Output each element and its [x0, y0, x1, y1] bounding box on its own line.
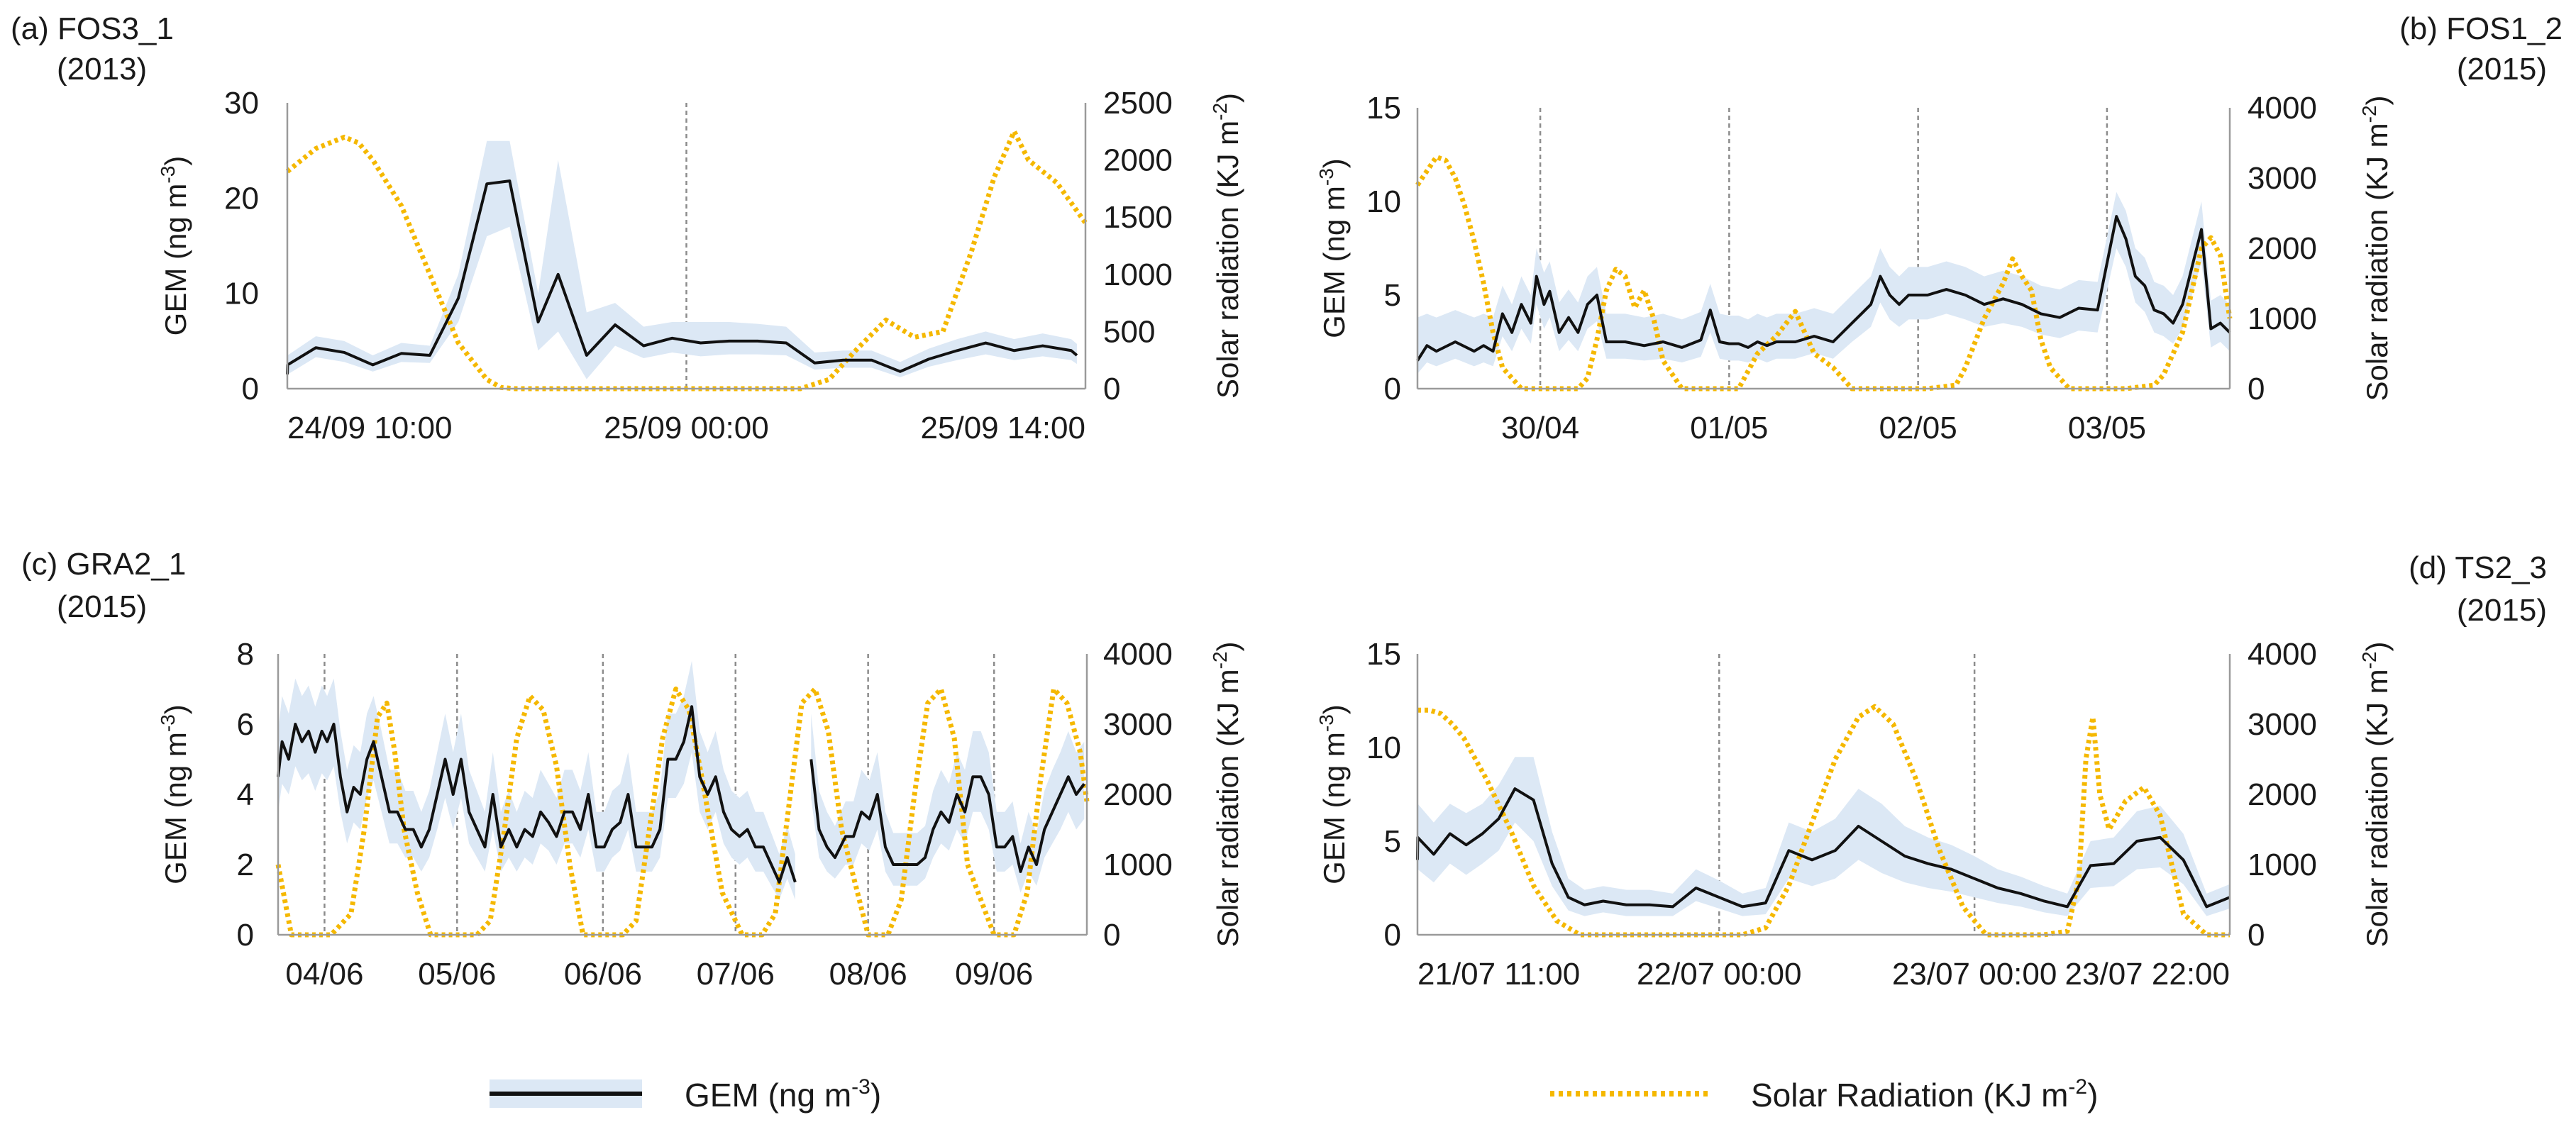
x-tick-label: 07/06: [697, 957, 775, 992]
panel-year: (2013): [57, 52, 147, 87]
y-tick-left: 5: [1384, 278, 1401, 313]
gem-range-band: [1417, 757, 2230, 916]
legend-gem-label: GEM (ng m-3): [685, 1075, 881, 1114]
y-tick-right: 2000: [2248, 777, 2317, 812]
y-tick-right: 1000: [2248, 301, 2317, 336]
x-tick-label: 09/06: [955, 957, 1033, 992]
y-tick-left: 2: [237, 848, 254, 882]
x-tick-label: 21/07 11:00: [1417, 957, 1580, 992]
y-tick-left: 30: [224, 86, 259, 121]
y-tick-left: 15: [1366, 91, 1401, 126]
y-tick-right: 2500: [1103, 86, 1173, 121]
panel-label: (a) FOS3_1: [11, 11, 174, 46]
y-tick-right: 0: [2248, 372, 2265, 406]
y-axis-title-right: Solar radiation (KJ m-2): [1209, 93, 1244, 399]
x-tick-label: 23/07 00:00: [1892, 957, 2057, 992]
y-tick-left: 0: [237, 918, 254, 953]
panel-year: (2015): [57, 589, 147, 624]
y-tick-right: 0: [1103, 372, 1120, 406]
legend-solar-label: Solar Radiation (KJ m-2): [1751, 1075, 2098, 1114]
gem-line: [286, 179, 1078, 374]
y-tick-left: 10: [1366, 731, 1401, 765]
x-tick-label: 03/05: [2068, 411, 2146, 445]
panel-c: (c) GRA2_1 (2015) 0 2 4 6 8 0 1000 2000 3000 4000 04…: [21, 547, 1244, 992]
y-axis-title-left: GEM (ng m-3): [1315, 158, 1351, 338]
gem-range-band: [1417, 191, 2230, 374]
x-tick-label: 25/09 00:00: [604, 411, 768, 445]
panel-label: (d) TS2_3: [2409, 550, 2547, 585]
x-tick-label: 23/07 22:00: [2065, 957, 2230, 992]
y-axis-title-right: Solar radiation (KJ m-2): [2358, 641, 2394, 947]
y-tick-right: 1500: [1103, 200, 1173, 235]
y-tick-right: 3000: [1103, 707, 1173, 742]
panel-b: (b) FOS1_2 (2015) 0 5 10 15 0 1000 2000 3000 4000 3…: [1315, 11, 2563, 445]
gem-range-band: [287, 140, 1077, 379]
gem-range-band: [278, 660, 795, 900]
y-tick-left: 6: [237, 707, 254, 742]
panel-label: (c) GRA2_1: [21, 547, 186, 582]
y-tick-left: 0: [1384, 918, 1401, 953]
legend: GEM (ng m-3) Solar Radiation (KJ m-2): [490, 1075, 2098, 1114]
panel-d: (d) TS2_3 (2015) 0 5 10 15 0 1000 2000 3000 4000 21…: [1315, 550, 2547, 992]
y-tick-left: 10: [1366, 184, 1401, 219]
x-tick-label: 30/04: [1501, 411, 1579, 445]
panel-label: (b) FOS1_2: [2399, 11, 2563, 46]
gem-line: [809, 759, 1085, 873]
y-axis-title-right: Solar radiation (KJ m-2): [2358, 95, 2394, 401]
x-tick-label: 08/06: [829, 957, 907, 992]
gem-line: [277, 705, 797, 884]
y-tick-left: 15: [1366, 637, 1401, 672]
y-tick-right: 2000: [1103, 777, 1173, 812]
y-tick-right: 500: [1103, 314, 1155, 349]
y-tick-right: 1000: [1103, 257, 1173, 292]
y-tick-left: 0: [1384, 372, 1401, 406]
solar-radiation-line: [1415, 154, 2233, 392]
gem-line: [1416, 215, 2231, 362]
y-tick-left: 0: [242, 372, 259, 406]
y-axis-title-right: Solar radiation (KJ m-2): [1209, 641, 1244, 947]
x-tick-label: 04/06: [285, 957, 363, 992]
x-tick-label: 01/05: [1690, 411, 1768, 445]
y-tick-left: 5: [1384, 824, 1401, 859]
y-tick-left: 4: [237, 777, 254, 812]
x-tick-label: 25/09 14:00: [921, 411, 1085, 445]
gem-line: [1416, 787, 2230, 909]
y-tick-right: 4000: [1103, 637, 1173, 672]
y-tick-right: 0: [1103, 918, 1120, 953]
y-tick-left: 8: [237, 637, 254, 672]
x-tick-label: 02/05: [1879, 411, 1957, 445]
y-tick-right: 1000: [1103, 848, 1173, 882]
y-axis-title-left: GEM (ng m-3): [157, 704, 192, 884]
panel-year: (2015): [2457, 52, 2547, 87]
panel-year: (2015): [2457, 593, 2547, 628]
panel-a: (a) FOS3_1 (2013) 0 10 20 30 0 500 1000 1500 2000 2…: [11, 11, 1244, 445]
solar-radiation-line: [1417, 704, 2230, 938]
y-tick-right: 4000: [2248, 91, 2317, 126]
x-tick-label: 05/06: [418, 957, 496, 992]
x-tick-label: 22/07 00:00: [1637, 957, 1801, 992]
x-tick-label: 06/06: [564, 957, 642, 992]
x-tick-label: 24/09 10:00: [287, 411, 452, 445]
y-axis-title-left: GEM (ng m-3): [157, 156, 192, 336]
y-tick-right: 0: [2248, 918, 2265, 953]
y-tick-right: 1000: [2248, 848, 2317, 882]
y-axis-title-left: GEM (ng m-3): [1315, 704, 1351, 884]
y-tick-right: 4000: [2248, 637, 2317, 672]
y-tick-right: 3000: [2248, 707, 2317, 742]
y-tick-left: 20: [224, 181, 259, 216]
y-tick-left: 10: [224, 277, 259, 311]
y-tick-right: 2000: [1103, 143, 1173, 178]
y-tick-right: 2000: [2248, 231, 2317, 266]
y-tick-right: 3000: [2248, 161, 2317, 196]
